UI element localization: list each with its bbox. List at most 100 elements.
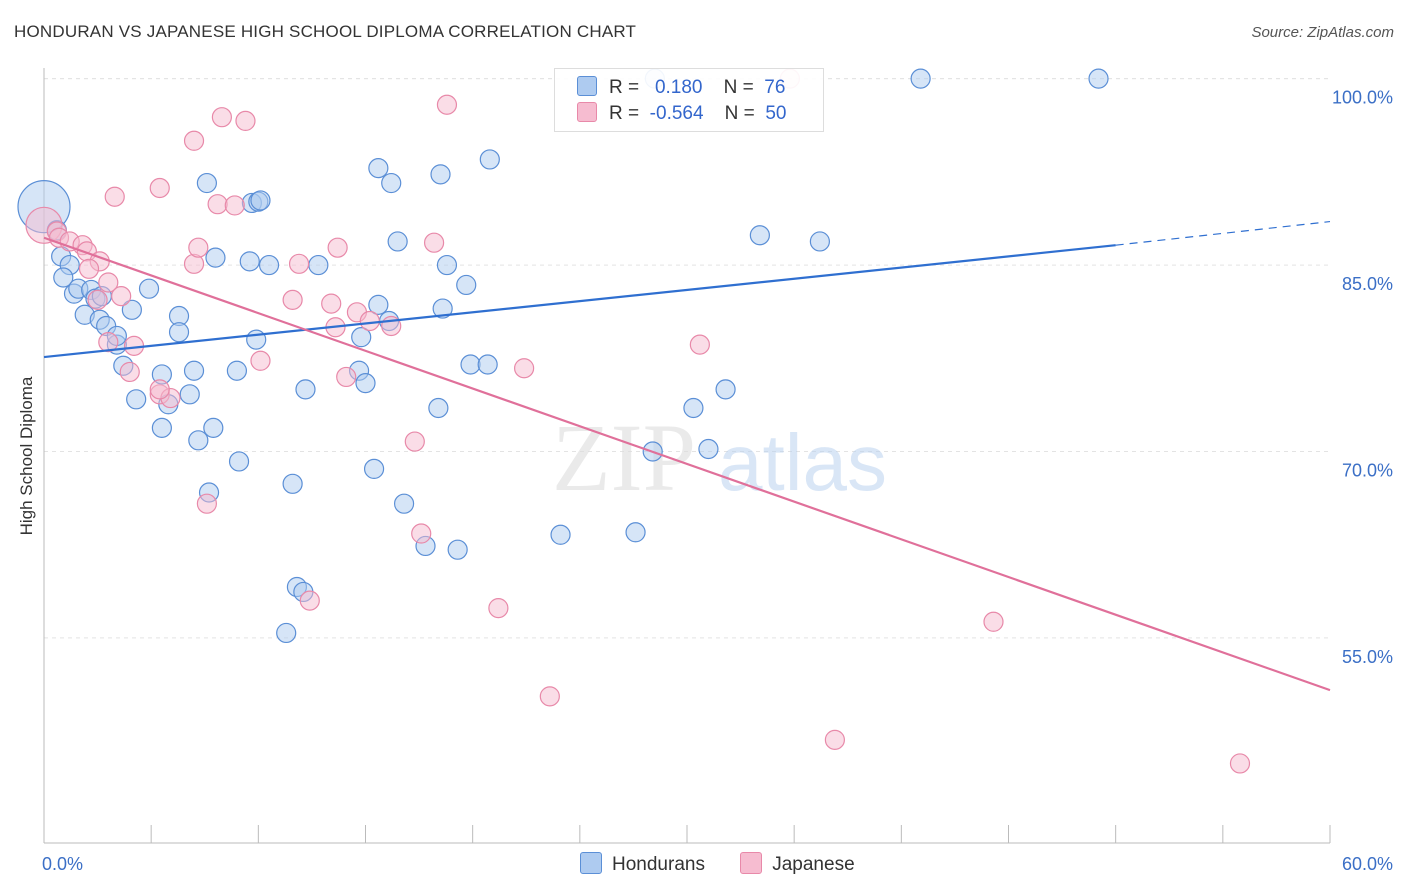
legend-r-value: 0.180 xyxy=(654,77,703,98)
japanese-point xyxy=(104,186,125,207)
japanese-point xyxy=(514,358,535,379)
japanese-point xyxy=(411,523,432,544)
japanese-point xyxy=(336,366,357,388)
japanese-point xyxy=(111,286,132,307)
honduran-point xyxy=(258,254,280,276)
honduran-point xyxy=(715,379,736,400)
hondurans-points xyxy=(17,68,1109,644)
honduran-point xyxy=(351,327,372,348)
y-tick-label: 100.0% xyxy=(1332,88,1393,108)
japanese-point xyxy=(211,107,232,128)
honduran-point xyxy=(282,473,303,494)
japanese-point xyxy=(250,350,271,371)
y-axis-label: High School Diploma xyxy=(17,376,36,535)
honduran-point xyxy=(168,322,190,343)
legend-item-hondurans[interactable]: Hondurans xyxy=(580,852,705,876)
honduran-point xyxy=(188,430,209,451)
series-legend: Hondurans Japanese xyxy=(580,852,885,876)
japanese-point xyxy=(1229,753,1251,774)
y-tick-label: 55.0% xyxy=(1342,647,1393,667)
trend-lines xyxy=(43,220,1331,692)
honduran-point xyxy=(121,299,142,320)
japanese-point xyxy=(119,361,140,383)
legend-row-hondurans: R = 0.180 N = 76 xyxy=(577,76,785,100)
honduran-point xyxy=(355,373,376,394)
watermark: ZIP atlas xyxy=(552,404,887,511)
honduran-point xyxy=(477,354,498,375)
japanese-point xyxy=(149,177,170,199)
legend-n-label: N = xyxy=(723,77,754,98)
japanese-point xyxy=(207,194,228,215)
japanese-point xyxy=(327,237,348,258)
y-tick-label: 70.0% xyxy=(1342,461,1393,481)
honduran-point xyxy=(430,164,451,185)
japanese-point xyxy=(689,334,710,355)
legend-swatch-blue xyxy=(580,852,602,874)
honduran-point xyxy=(749,225,770,246)
x-tick-label: 60.0% xyxy=(1342,854,1393,874)
honduran-point xyxy=(698,438,719,460)
honduran-point xyxy=(183,360,205,381)
honduran-point xyxy=(809,231,830,252)
japanese-point xyxy=(98,332,119,353)
chart-title: HONDURAN VS JAPANESE HIGH SCHOOL DIPLOMA… xyxy=(14,22,637,41)
legend-n-value: 76 xyxy=(764,77,786,98)
honduran-point xyxy=(250,190,271,211)
honduran-point xyxy=(246,329,267,350)
legend-swatch-blue xyxy=(577,76,597,96)
japanese-point xyxy=(183,130,205,151)
honduran-point xyxy=(138,278,160,299)
y-tick-label: 85.0% xyxy=(1342,274,1393,294)
japanese-point xyxy=(436,94,458,115)
honduran-point xyxy=(205,247,226,268)
hondurans-trend-extension xyxy=(1115,220,1331,246)
source-label: Source: ZipAtlas.com xyxy=(1251,24,1394,41)
honduran-point xyxy=(276,622,297,644)
honduran-point xyxy=(295,379,316,400)
legend-n-value: 50 xyxy=(765,103,787,124)
legend-row-japanese: R = -0.564 N = 50 xyxy=(577,102,786,126)
japanese-point xyxy=(488,597,509,619)
legend-item-japanese[interactable]: Japanese xyxy=(740,852,855,876)
japanese-point xyxy=(404,431,425,452)
legend-r-label: R = xyxy=(609,103,640,124)
japanese-point xyxy=(359,310,380,332)
japanese-point xyxy=(321,293,342,314)
japanese-point xyxy=(149,379,170,400)
japanese-point xyxy=(423,232,445,253)
honduran-point xyxy=(368,294,389,315)
honduran-point xyxy=(308,254,329,276)
japanese-point xyxy=(78,258,100,279)
honduran-point xyxy=(683,397,704,419)
grid-lines xyxy=(44,78,1330,639)
honduran-point xyxy=(910,68,931,89)
honduran-point xyxy=(126,389,147,410)
stats-legend: R = 0.180 N = 76 R = -0.564 N = 50 xyxy=(554,68,824,132)
japanese-point xyxy=(196,493,217,514)
honduran-point xyxy=(479,149,500,170)
legend-r-value: -0.564 xyxy=(649,103,704,124)
japanese-point xyxy=(539,686,560,707)
japanese-point xyxy=(299,590,320,611)
honduran-point xyxy=(203,417,224,438)
honduran-point xyxy=(447,539,468,560)
honduran-point xyxy=(428,397,449,419)
watermark-atlas: atlas xyxy=(718,418,887,507)
honduran-point xyxy=(196,172,217,194)
legend-swatch-pink xyxy=(577,102,597,122)
honduran-point xyxy=(436,254,458,276)
japanese-point xyxy=(98,272,119,293)
tick-labels: 100.0% 85.0% 70.0% 55.0% 0.0% 60.0% xyxy=(42,88,1393,874)
japanese-point xyxy=(824,729,845,750)
legend-swatch-pink xyxy=(740,852,763,874)
watermark-zip: ZIP xyxy=(552,404,696,511)
japanese-trend-line xyxy=(43,236,1331,692)
honduran-point xyxy=(550,524,571,545)
honduran-point xyxy=(53,267,74,288)
japanese-point xyxy=(282,289,303,310)
legend-r-label: R = xyxy=(609,77,640,98)
honduran-point xyxy=(1088,68,1109,89)
japanese-point xyxy=(188,237,209,258)
legend-n-label: N = xyxy=(724,103,755,124)
